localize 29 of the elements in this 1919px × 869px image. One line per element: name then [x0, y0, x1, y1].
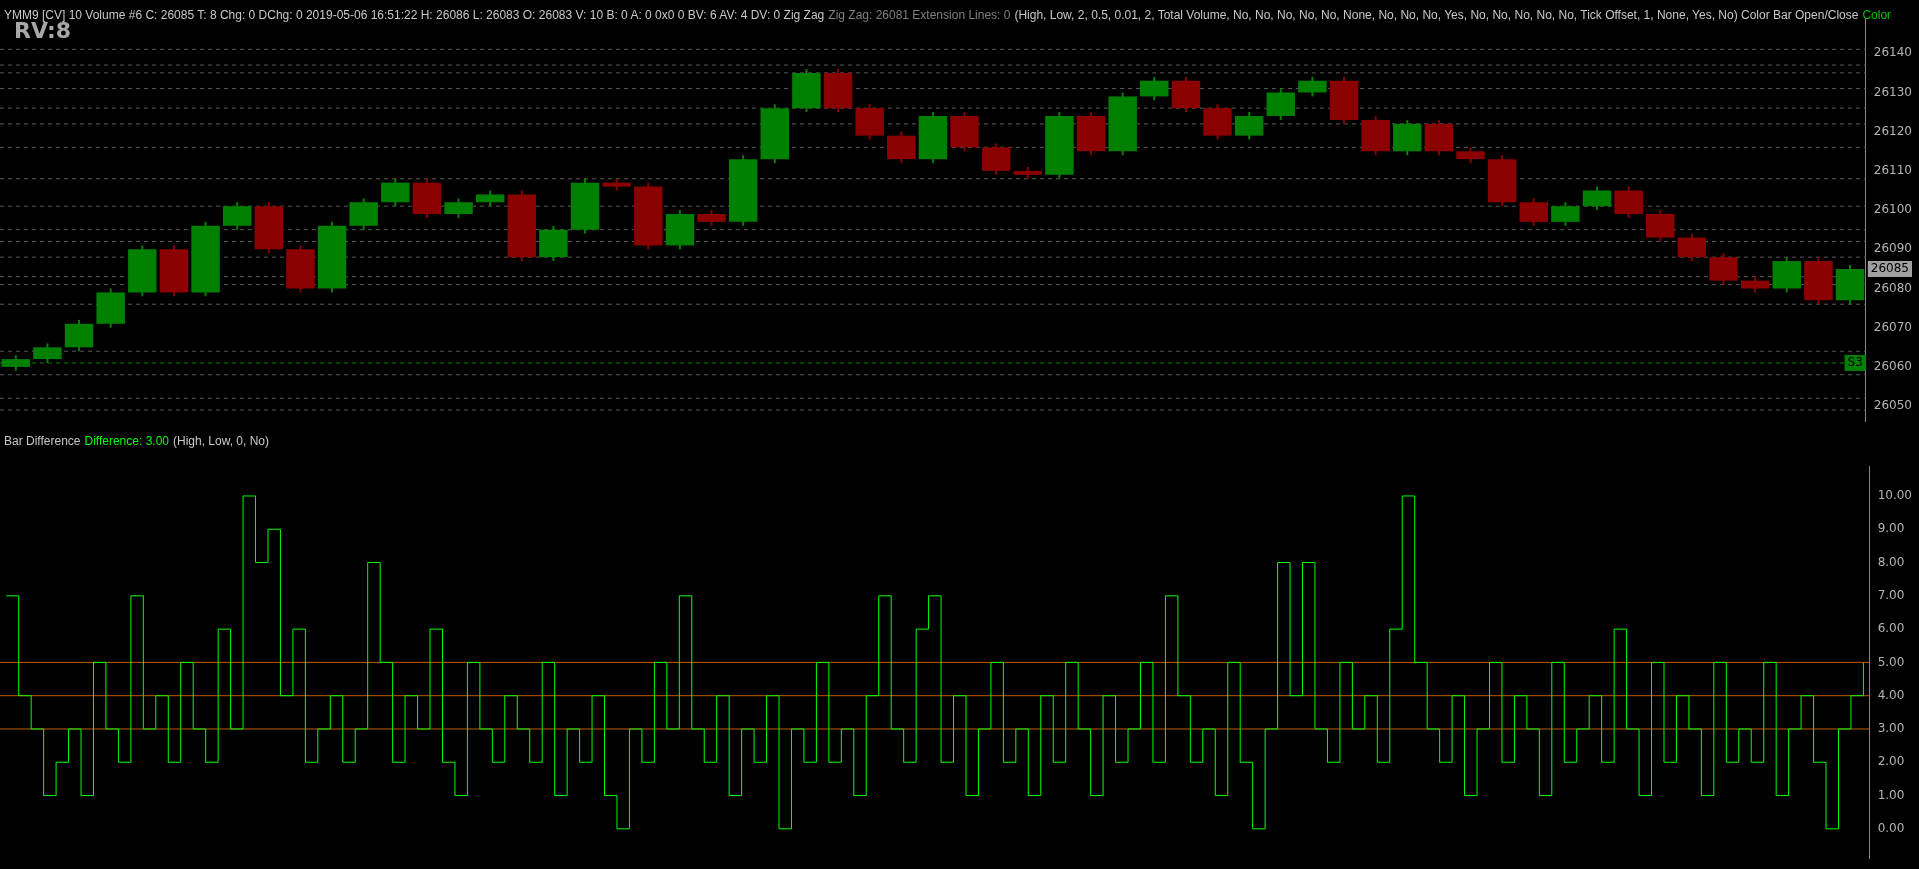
y-tick-label: 10.00: [1877, 488, 1913, 503]
y-tick-label: 3.00: [1877, 721, 1905, 736]
annotation: Color: [1862, 8, 1892, 22]
y-tick-label: 9.00: [1877, 521, 1905, 536]
y-tick-label: 1.00: [1877, 787, 1905, 802]
chart-title: Bar Difference: [4, 434, 81, 448]
chart-subtitle: Zig Zag: 26081 Extension Lines: 0: [828, 8, 1011, 22]
y-tick-label: 26060: [1873, 359, 1913, 374]
y-tick-label: 26130: [1873, 84, 1913, 99]
y-tick-label: 6.00: [1877, 621, 1905, 636]
y-tick-label: 26120: [1873, 123, 1913, 138]
y-tick-label: 4.00: [1877, 687, 1905, 702]
annotation: (High, Low, 2, 0.5, 0.01, 2, Total Volume, No, No, No, No, No, None, No, No, No, Yes, No, No, No, No, No, Tick Offset, 1, None, Yes, No) Color Bar Open/Close: [1014, 8, 1859, 22]
text: 26085: [1870, 261, 1910, 276]
y-tick-label: 26050: [1873, 398, 1913, 413]
y-tick-label: 26100: [1873, 202, 1913, 217]
y-tick-label: 26070: [1873, 319, 1913, 334]
y-tick-label: 5.00: [1877, 654, 1905, 669]
y-tick-label: 2.00: [1877, 754, 1905, 769]
y-tick-label: 26080: [1873, 280, 1913, 295]
y-tick-label: 8.00: [1877, 554, 1905, 569]
y-tick-label: 26110: [1873, 163, 1913, 178]
ref-line-label: S3: [1847, 355, 1863, 370]
text: (High, Low, 0, No): [172, 434, 270, 448]
y-tick-label: 0.00: [1877, 820, 1905, 835]
chart-subtitle: Difference: 3.00: [84, 434, 169, 448]
y-tick-label: 7.00: [1877, 587, 1905, 602]
y-tick-label: 26140: [1873, 45, 1913, 60]
y-tick-label: 26090: [1873, 241, 1913, 256]
